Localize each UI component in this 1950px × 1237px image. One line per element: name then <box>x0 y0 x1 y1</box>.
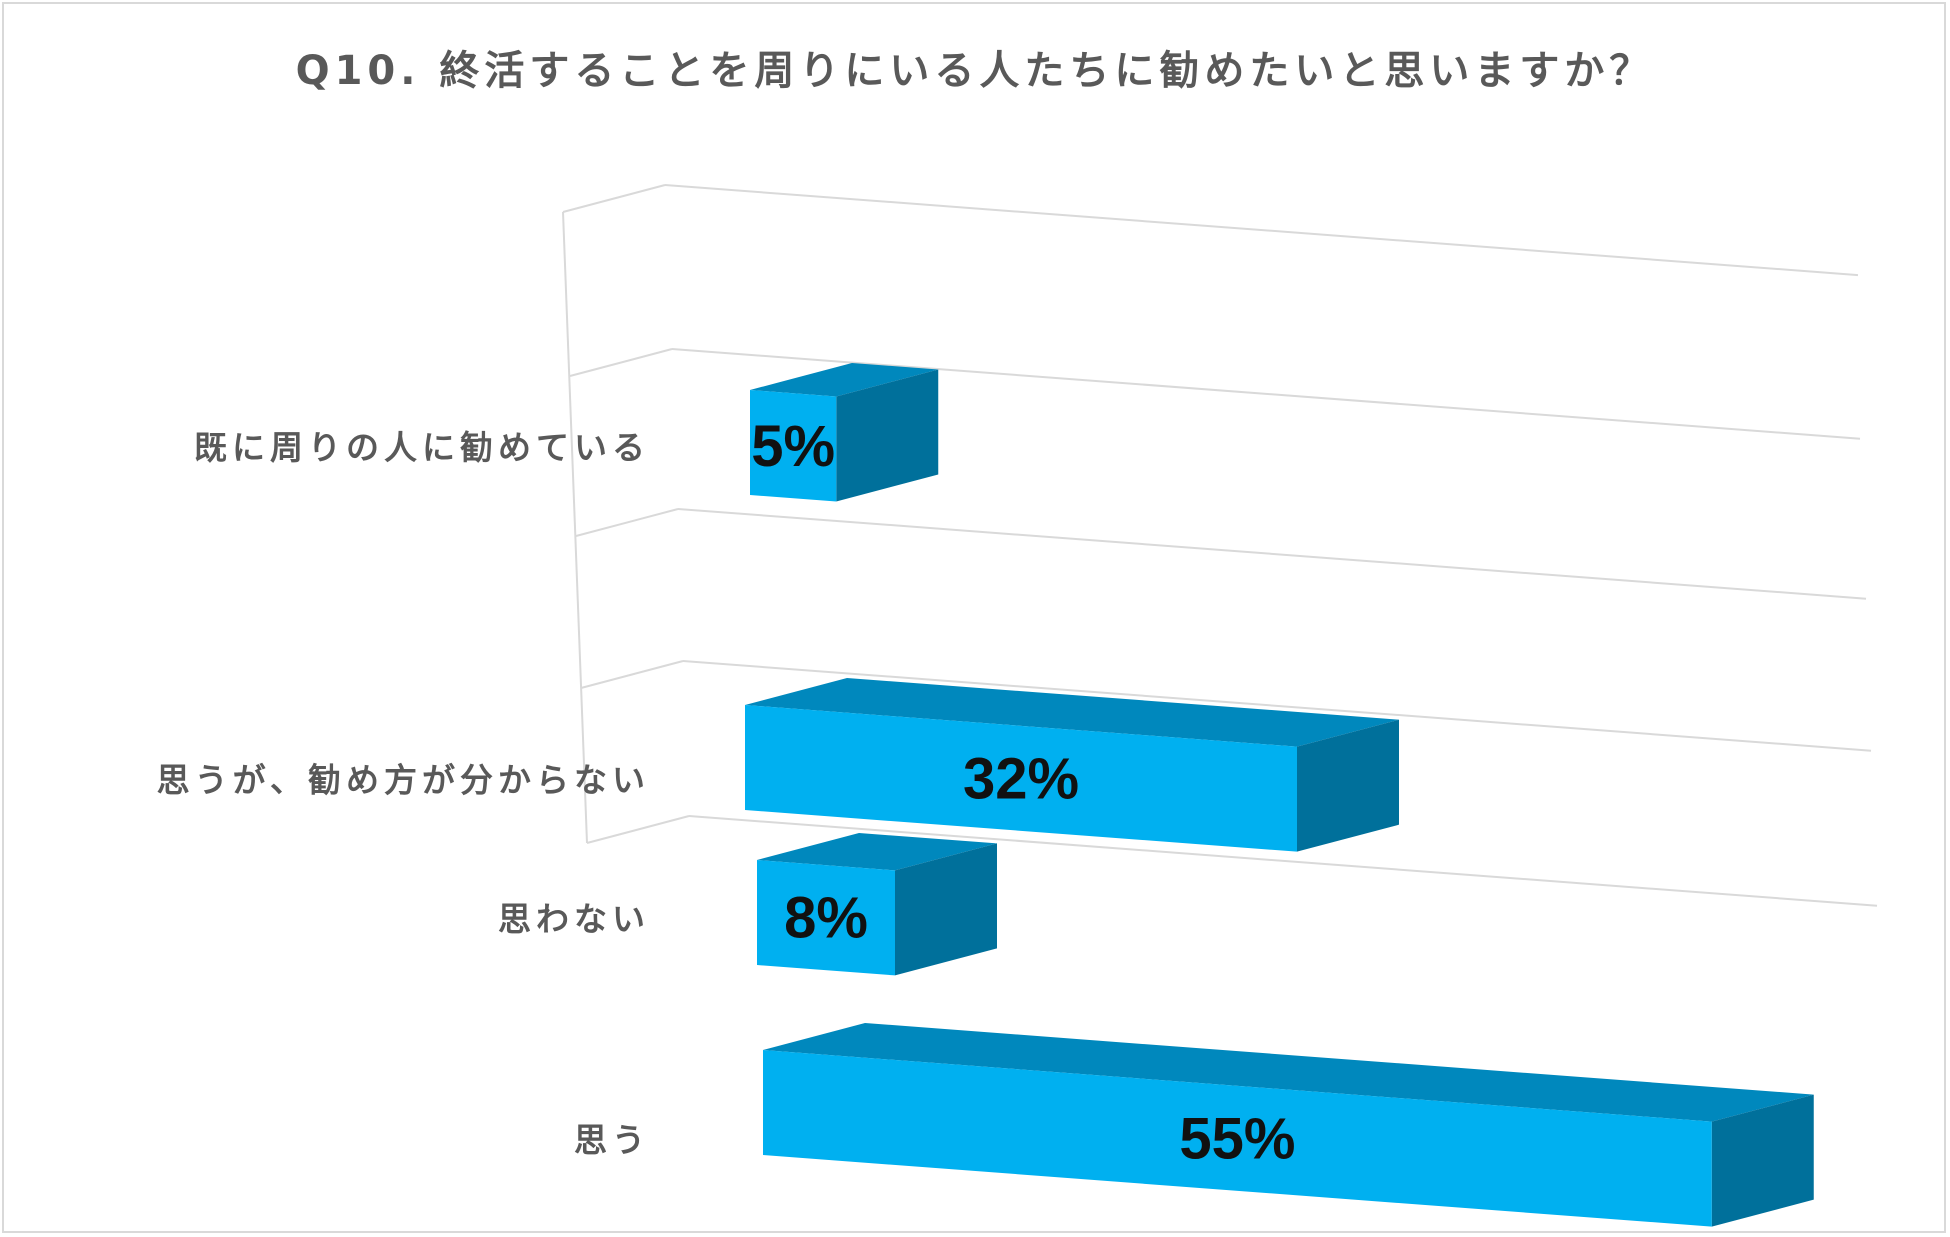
grid-line <box>682 660 1872 752</box>
bar-top-face <box>763 1023 1814 1122</box>
bar-side-face <box>1297 719 1399 852</box>
grid-depth-line <box>586 815 690 844</box>
data-label: 32% <box>963 746 1079 811</box>
axis-wall-line <box>562 211 588 844</box>
bar-top-face <box>750 363 939 397</box>
bar-top-face <box>745 678 1399 747</box>
bar <box>757 860 895 976</box>
grid-line <box>688 815 1878 907</box>
grid-line <box>677 508 1867 600</box>
data-label: 55% <box>1179 1106 1295 1171</box>
grid-line <box>671 348 1861 440</box>
category-label: 既に周りの人に勧めている <box>194 428 650 467</box>
bar <box>750 390 837 502</box>
data-label: 8% <box>784 886 868 951</box>
data-label: 5% <box>751 414 835 479</box>
grid-depth-line <box>580 660 684 689</box>
category-label: 思うが、勧め方が分からない <box>157 760 650 799</box>
bar-side-face <box>1711 1094 1814 1227</box>
category-label: 思う <box>574 1120 650 1159</box>
grid-depth-line <box>569 348 673 377</box>
bar <box>763 1050 1712 1227</box>
bar-top-face <box>757 833 997 871</box>
grid-depth-line <box>562 184 666 213</box>
category-label: 思わない <box>498 900 650 939</box>
grid-depth-line <box>575 508 679 537</box>
bar-side-face <box>836 369 939 502</box>
bar-side-face <box>895 843 997 976</box>
chart-title: Q10. 終活することを周りにいる人たちに勧めたいと思いますか？ <box>295 48 1655 94</box>
bar <box>745 705 1297 852</box>
grid-line <box>664 184 1859 277</box>
